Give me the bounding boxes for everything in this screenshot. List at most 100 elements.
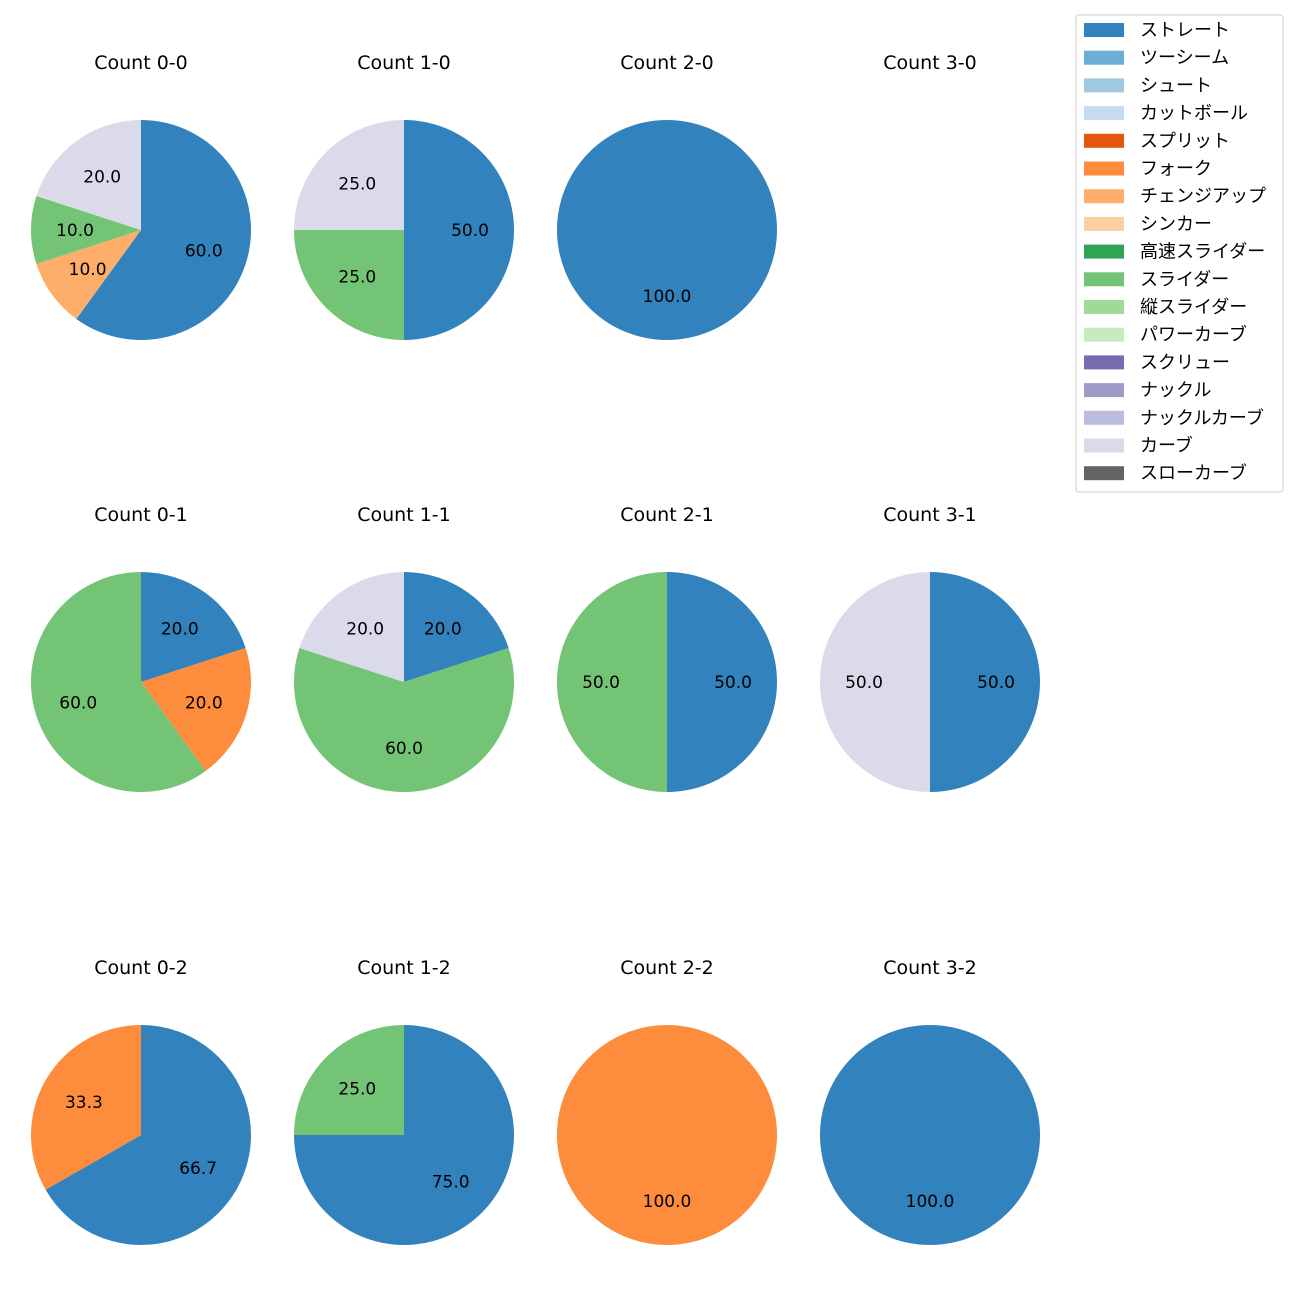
pie-slice-label: 20.0	[346, 620, 384, 640]
legend-swatch	[1084, 78, 1124, 93]
legend-label: フォーク	[1140, 159, 1212, 180]
pie-panel: Count 0-0 60.0 10.0 10.0 20.0	[30, 52, 251, 340]
pie-title: Count 0-1	[94, 504, 188, 526]
legend: ストレートツーシームシュートカットボールスプリットフォークチェンジアップシンカー…	[1075, 14, 1284, 493]
pie-slice	[667, 572, 777, 792]
legend-frame	[1075, 14, 1284, 493]
pie-slice-label: 10.0	[56, 221, 94, 241]
pie-slice-label: 100.0	[643, 1192, 692, 1212]
legend-label: スローカーブ	[1140, 462, 1247, 484]
pie-slice	[141, 648, 251, 771]
pie-slice	[31, 572, 206, 792]
pie-panel: Count 3-2 100.0	[820, 957, 1040, 1245]
legend-label: スクリュー	[1140, 352, 1230, 373]
legend-swatch	[1084, 355, 1124, 370]
legend-label: パワーカーブ	[1140, 324, 1247, 346]
pie-title: Count 2-0	[620, 52, 714, 74]
pie-slice-label: 10.0	[69, 260, 107, 280]
pie-slice	[820, 1025, 1040, 1245]
pie-slice-label: 33.3	[65, 1093, 103, 1113]
pie-panel: Count 3-1 50.0 50.0	[820, 504, 1040, 792]
pie-slice-label: 50.0	[451, 221, 489, 241]
pie-slice	[294, 1025, 404, 1135]
pie-slice-label: 60.0	[185, 241, 223, 261]
pie-slice-label: 100.0	[906, 1192, 955, 1212]
pie-panel: Count 0-1 20.0 20.0 60.0	[31, 504, 251, 792]
pie-title: Count 3-2	[883, 957, 977, 979]
pie-slice	[36, 120, 141, 230]
legend-swatch	[1084, 161, 1124, 176]
legend-label: チェンジアップ	[1140, 186, 1266, 207]
legend-swatch	[1084, 216, 1124, 231]
pie-slice	[36, 230, 141, 319]
pie-title: Count 3-0	[883, 52, 977, 74]
legend-swatch	[1084, 466, 1124, 481]
pie-slice	[294, 230, 404, 340]
pie-panel: Count 2-0 100.0	[557, 52, 777, 340]
pie-panel: Count 3-0	[883, 52, 977, 74]
pie-panel: Count 1-1 20.0 60.0 20.0	[293, 504, 514, 792]
legend-label: ナックルカーブ	[1140, 407, 1264, 429]
pie-slice-label: 66.7	[179, 1159, 217, 1179]
legend-label: シュート	[1140, 75, 1212, 96]
pie-slice-label: 25.0	[338, 1079, 376, 1099]
pie-title: Count 3-1	[883, 504, 977, 526]
pie-slice-label: 50.0	[714, 673, 752, 693]
legend-label: 縦スライダー	[1140, 297, 1247, 318]
legend-swatch	[1084, 106, 1124, 121]
legend-swatch	[1084, 244, 1124, 259]
pie-title: Count 2-2	[620, 957, 714, 979]
pie-panel: Count 2-2 100.0	[557, 957, 777, 1245]
pie-slice	[820, 572, 930, 792]
pie-title: Count 1-1	[357, 504, 451, 526]
legend-label: カーブ	[1140, 435, 1193, 457]
pie-slice-label: 50.0	[977, 673, 1015, 693]
legend-label: シンカー	[1140, 214, 1212, 235]
pie-slice	[141, 572, 246, 682]
pie-slice-label: 60.0	[59, 693, 97, 713]
pie-panel: Count 0-2 66.7 33.3	[30, 957, 252, 1245]
legend-swatch	[1084, 50, 1124, 65]
pies-layer: Count 0-0 60.0 10.0 10.0 20.0 Count 1-0 50.0 25…	[30, 52, 1040, 1245]
pie-slice-label: 60.0	[385, 739, 423, 759]
legend-label: 高速スライダー	[1140, 242, 1265, 263]
pie-slice	[299, 572, 404, 682]
legend-label: ストレート	[1140, 20, 1230, 41]
pie-title: Count 2-1	[620, 504, 714, 526]
legend-swatch	[1084, 189, 1124, 204]
pie-slice-label: 50.0	[582, 673, 620, 693]
legend-swatch	[1084, 383, 1124, 398]
pie-slice-label: 50.0	[845, 673, 883, 693]
pie-slice-label: 75.0	[432, 1173, 470, 1193]
legend-swatch	[1084, 133, 1124, 148]
legend-swatch	[1084, 327, 1124, 342]
pie-title: Count 0-0	[94, 52, 188, 74]
pie-panel: Count 1-0 50.0 25.0 25.0	[294, 52, 514, 340]
pie-title: Count 1-2	[357, 957, 451, 979]
pie-slice-label: 25.0	[338, 174, 376, 194]
legend-label: スプリット	[1140, 131, 1230, 152]
pie-slice	[557, 1025, 777, 1245]
legend-swatch	[1084, 300, 1124, 314]
legend-swatch	[1084, 410, 1124, 425]
pie-slice	[294, 120, 404, 230]
pie-panel: Count 1-2 75.0 25.0	[294, 957, 514, 1245]
pie-slice-label: 20.0	[161, 620, 199, 640]
pie-slice	[557, 120, 777, 340]
pie-slice-label: 20.0	[83, 168, 121, 188]
pie-slice	[404, 572, 509, 682]
pie-title: Count 0-2	[94, 957, 188, 979]
legend-label: スライダー	[1140, 269, 1229, 290]
pie-title: Count 1-0	[357, 52, 451, 74]
pie-panel: Count 2-1 50.0 50.0	[557, 504, 777, 792]
pie-slice	[293, 648, 514, 792]
pie-slice-label: 20.0	[424, 620, 462, 640]
pie-slice	[930, 572, 1040, 792]
legend-label: ツーシーム	[1140, 48, 1229, 69]
pie-slice-label: 25.0	[338, 268, 376, 288]
pie-slice-label: 20.0	[185, 693, 223, 713]
pie-slice	[76, 120, 251, 340]
pie-slice	[30, 1025, 141, 1190]
legend-swatch	[1084, 272, 1124, 287]
